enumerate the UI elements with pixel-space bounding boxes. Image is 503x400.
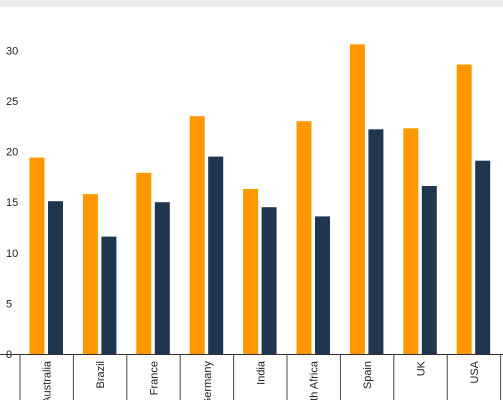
- y-tick-label: 5: [6, 298, 12, 310]
- y-tick-label: 20: [6, 147, 18, 159]
- bar-series-1: [189, 116, 205, 354]
- bar-series-2: [208, 156, 224, 354]
- bar-series-1: [29, 157, 45, 354]
- x-category-label: Spain: [362, 361, 374, 389]
- y-axis-ticks: 051015202530: [6, 45, 18, 361]
- top-band: [0, 0, 503, 7]
- bar-series-1: [136, 172, 152, 354]
- bar-series-2: [368, 129, 384, 354]
- x-category-label: Australia: [42, 360, 54, 400]
- x-category-label: USA: [469, 360, 481, 383]
- y-tick-label: 10: [6, 248, 18, 260]
- bar-series-2: [101, 236, 117, 354]
- x-axis: Australia Brazil France Germany India South A…: [0, 354, 503, 400]
- x-category-label: Germany: [202, 361, 214, 400]
- bar-series-1: [82, 194, 98, 354]
- bar-series-2: [154, 202, 170, 354]
- y-tick-label: 25: [6, 96, 18, 108]
- x-category-label: India: [255, 360, 267, 385]
- x-category-label: France: [149, 361, 161, 395]
- bar-series-1: [243, 189, 259, 354]
- bars: [29, 44, 491, 355]
- bar-series-1: [403, 128, 419, 354]
- bar-series-2: [48, 201, 63, 354]
- bar-series-1: [296, 121, 312, 354]
- bar-series-2: [421, 186, 437, 354]
- bar-series-1: [349, 44, 365, 355]
- bar-series-1: [456, 64, 472, 354]
- bar-series-2: [261, 207, 277, 354]
- bar-series-2: [315, 216, 330, 354]
- x-category-label: South Africa: [309, 360, 321, 400]
- bar-series-2: [475, 160, 491, 354]
- y-tick-label: 15: [6, 197, 18, 209]
- x-category-label: Brazil: [95, 361, 107, 389]
- x-category-label: UK: [416, 360, 428, 376]
- y-tick-label: 30: [6, 45, 18, 57]
